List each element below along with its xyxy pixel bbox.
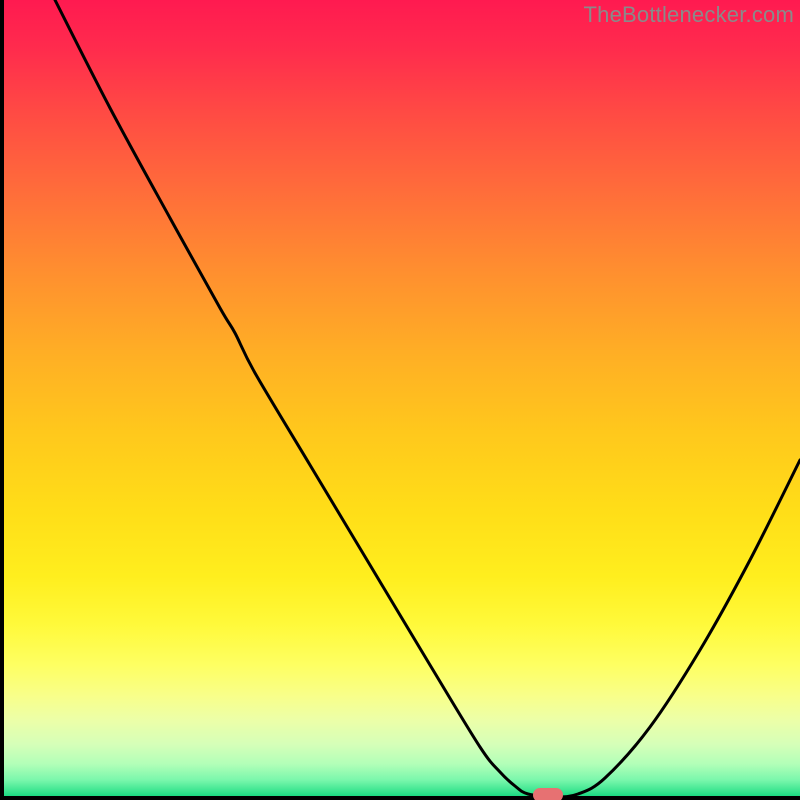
chart-background-gradient [0,0,800,800]
bottleneck-chart: TheBottlenecker.com [0,0,800,800]
y-axis [0,0,4,800]
x-axis [0,796,800,800]
watermark-text: TheBottlenecker.com [584,2,794,28]
optimum-marker [533,788,563,800]
